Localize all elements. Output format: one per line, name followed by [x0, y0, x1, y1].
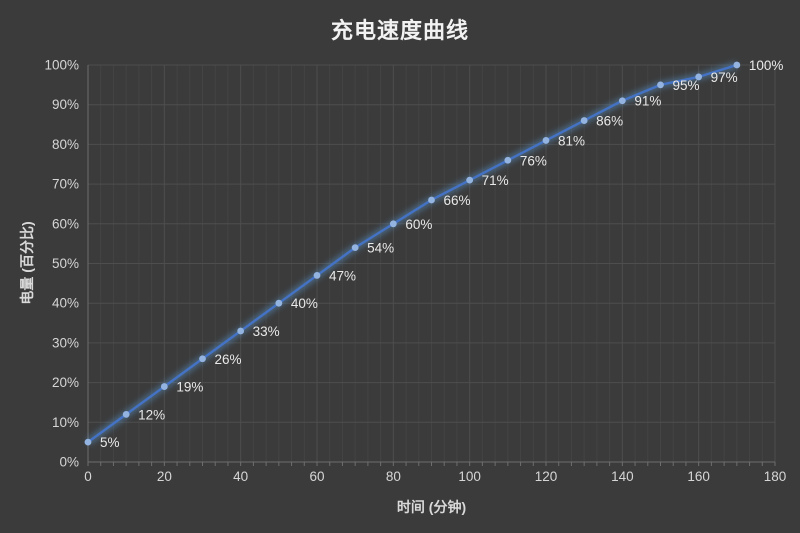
- data-point: [351, 244, 359, 252]
- y-tick-labels: 0% 10% 20% 30% 40% 50% 60% 70% 80% 90% 100%: [44, 58, 79, 470]
- data-label: 19%: [176, 380, 203, 395]
- axes: [87, 65, 776, 466]
- data-label: 12%: [138, 407, 165, 422]
- series-line: [86, 63, 739, 444]
- data-point: [84, 438, 92, 446]
- x-tick-label: 140: [611, 469, 634, 484]
- data-label: 54%: [367, 241, 394, 256]
- data-point: [618, 97, 626, 105]
- data-label: 5%: [100, 435, 120, 450]
- data-point: [199, 355, 206, 363]
- data-label: 60%: [405, 217, 432, 232]
- y-tick-label: 20%: [52, 375, 79, 390]
- x-tick-label: 40: [233, 469, 248, 484]
- y-tick-label: 90%: [52, 97, 79, 112]
- y-tick-label: 0%: [59, 455, 79, 470]
- data-label: 71%: [482, 173, 509, 188]
- data-point: [237, 327, 245, 335]
- data-point: [504, 156, 512, 164]
- data-point: [313, 272, 321, 279]
- data-labels: 5% 12% 19% 26% 33% 40% 47% 54% 60% 66% 71% 76% 81% 86…: [100, 58, 783, 450]
- data-points: [84, 61, 741, 446]
- x-tick-label: 60: [309, 469, 324, 484]
- data-label: 66%: [444, 193, 471, 208]
- y-tick-label: 100%: [44, 58, 79, 73]
- data-point: [389, 220, 397, 228]
- data-label: 76%: [520, 153, 547, 168]
- data-label: 100%: [749, 58, 784, 73]
- data-point: [657, 81, 664, 89]
- data-point: [580, 117, 588, 124]
- y-tick-label: 40%: [52, 296, 79, 311]
- x-tick-label: 100: [458, 469, 481, 484]
- data-point: [733, 61, 741, 69]
- y-tick-label: 30%: [52, 335, 79, 350]
- data-label: 47%: [329, 268, 356, 283]
- y-tick-label: 70%: [52, 177, 79, 192]
- data-label: 91%: [634, 94, 661, 109]
- data-label: 97%: [711, 70, 738, 85]
- y-axis-title: 电量 (百分比): [19, 221, 35, 305]
- x-axis-title: 时间 (分钟): [396, 499, 467, 515]
- x-tick-label: 0: [84, 469, 92, 484]
- data-label: 26%: [215, 352, 242, 367]
- data-point: [695, 73, 703, 81]
- y-tick-label: 10%: [52, 415, 79, 430]
- data-label: 40%: [291, 296, 318, 311]
- x-tick-label: 120: [535, 469, 558, 484]
- x-tick-label: 160: [687, 469, 710, 484]
- x-tick-labels: 0 20 40 60 80 100 120 140 160 180: [84, 469, 786, 484]
- data-point: [275, 299, 283, 307]
- x-tick-label: 80: [386, 469, 401, 484]
- data-point: [122, 410, 130, 418]
- data-point: [428, 196, 435, 204]
- data-point: [466, 176, 474, 184]
- x-tick-label: 20: [157, 469, 172, 484]
- gridlines-major: [88, 64, 776, 462]
- data-label: 86%: [596, 114, 623, 129]
- data-label: 95%: [673, 78, 700, 93]
- y-tick-label: 50%: [52, 256, 79, 271]
- x-tick-label: 180: [764, 469, 787, 484]
- y-tick-label: 80%: [52, 137, 79, 152]
- data-label: 81%: [558, 133, 585, 148]
- data-point: [542, 137, 550, 144]
- y-tick-label: 60%: [52, 216, 79, 231]
- data-point: [160, 383, 168, 390]
- data-label: 33%: [253, 324, 280, 339]
- chart-title: 充电速度曲线: [330, 18, 469, 43]
